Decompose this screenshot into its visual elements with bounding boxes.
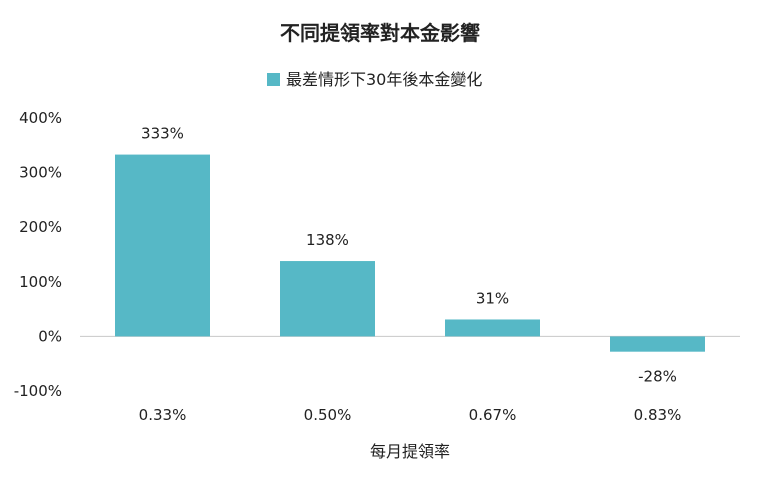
data-label: 333% [141, 125, 184, 143]
x-axis-label: 每月提領率 [370, 442, 450, 461]
legend-swatch [267, 73, 280, 86]
bars [115, 154, 705, 352]
y-tick-label: 200% [19, 218, 62, 236]
bar [610, 336, 705, 352]
x-tick-label: 0.50% [304, 406, 352, 424]
chart-title: 不同提領率對本金影響 [280, 21, 480, 45]
legend: 最差情形下30年後本金變化 [267, 70, 482, 89]
y-tick-label: -100% [14, 382, 62, 400]
legend-label: 最差情形下30年後本金變化 [286, 70, 482, 89]
bar [115, 154, 210, 337]
x-axis-tick-labels: 0.33% 0.50% 0.67% 0.83% [139, 406, 682, 424]
data-labels: 333% 138% 31% -28% [141, 125, 677, 386]
y-tick-label: 400% [19, 109, 62, 127]
bar [280, 261, 375, 337]
y-tick-label: 0% [38, 327, 62, 345]
bar [445, 319, 540, 337]
y-tick-label: 100% [19, 273, 62, 291]
x-tick-label: 0.83% [634, 406, 682, 424]
y-tick-label: 300% [19, 164, 62, 182]
y-axis-tick-labels: 400% 300% 200% 100% 0% -100% [14, 109, 62, 400]
x-tick-label: 0.33% [139, 406, 187, 424]
data-label: 31% [476, 289, 509, 307]
x-tick-label: 0.67% [469, 406, 517, 424]
data-label: -28% [638, 368, 677, 386]
data-label: 138% [306, 231, 349, 249]
